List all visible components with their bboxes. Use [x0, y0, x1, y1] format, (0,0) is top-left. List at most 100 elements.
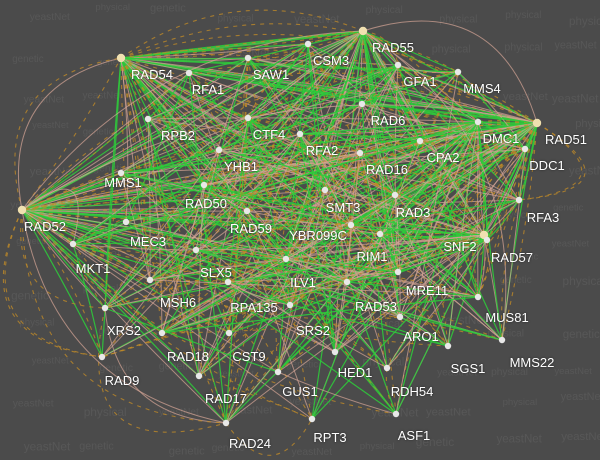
- edge-yeastnet: [346, 281, 479, 298]
- node-hed1[interactable]: [331, 348, 339, 356]
- edge-physical: [72, 221, 127, 245]
- node-rad3[interactable]: [391, 191, 399, 199]
- node-gfa1[interactable]: [394, 61, 402, 69]
- edge-yeastnet: [227, 239, 488, 283]
- edge-genetic: [346, 103, 363, 283]
- node-smt3[interactable]: [321, 186, 329, 194]
- edge-yeastnet: [203, 184, 401, 318]
- node-gus1[interactable]: [274, 368, 282, 376]
- edge-yeastnet: [397, 64, 479, 298]
- node-ddc1[interactable]: [521, 145, 529, 153]
- svg-text:physical: physical: [214, 97, 249, 108]
- node-mms22[interactable]: [498, 336, 506, 344]
- edge-genetic: [362, 30, 520, 201]
- edge-genetic: [104, 279, 151, 309]
- edge-physical: [104, 234, 485, 309]
- node-msh6[interactable]: [146, 276, 154, 284]
- node-dmc1[interactable]: [474, 118, 482, 126]
- node-rad53[interactable]: [343, 278, 351, 286]
- svg-text:physical: physical: [19, 317, 54, 328]
- node-ybr099c[interactable]: [347, 221, 355, 229]
- edge-genetic: [198, 375, 313, 420]
- node-rfa3[interactable]: [515, 196, 523, 204]
- edge-genetic: [397, 64, 479, 123]
- edge-genetic: [247, 30, 364, 59]
- edge-genetic: [149, 194, 396, 281]
- node-layer[interactable]: [17, 26, 542, 427]
- edge-yeastnet: [350, 194, 396, 226]
- edge-genetic: [120, 57, 399, 273]
- node-rad18[interactable]: [158, 329, 166, 337]
- edge-yeastnet: [228, 239, 488, 334]
- edge-yeastnet: [227, 281, 291, 306]
- edge-physical: [195, 234, 485, 251]
- node-sgs1[interactable]: [444, 342, 452, 350]
- node-rim1[interactable]: [376, 230, 384, 238]
- edge-genetic: [21, 121, 479, 211]
- node-ilv1[interactable]: [282, 255, 290, 263]
- node-xrs2[interactable]: [101, 304, 109, 312]
- node-rad52[interactable]: [17, 205, 27, 215]
- node-yhb1[interactable]: [215, 146, 223, 154]
- node-cpa2[interactable]: [416, 137, 424, 145]
- edge-genetic: [394, 194, 485, 236]
- edge-yeastnet: [101, 57, 122, 358]
- node-rdh54[interactable]: [383, 364, 391, 372]
- edge-genetic: [203, 184, 248, 212]
- edge-genetic: [161, 189, 326, 334]
- edge-physical: [362, 20, 538, 124]
- node-rpa135[interactable]: [224, 278, 232, 286]
- edge-genetic: [227, 281, 313, 420]
- edge-yeastnet: [397, 199, 520, 273]
- node-rad55[interactable]: [358, 26, 368, 36]
- node-ctf4[interactable]: [244, 114, 252, 122]
- node-rad16[interactable]: [356, 149, 364, 157]
- edge-genetic: [518, 122, 586, 201]
- node-rad59[interactable]: [243, 207, 251, 215]
- node-rpt3[interactable]: [308, 415, 316, 423]
- node-mus81[interactable]: [474, 293, 482, 301]
- node-asf1[interactable]: [392, 410, 400, 418]
- edge-yeastnet: [399, 316, 449, 347]
- node-slx5[interactable]: [192, 246, 200, 254]
- edge-genetic: [120, 172, 388, 369]
- node-rad17[interactable]: [195, 372, 203, 380]
- edge-yeastnet: [518, 122, 538, 201]
- node-mec3[interactable]: [122, 218, 130, 226]
- node-rpb2[interactable]: [144, 115, 152, 123]
- node-rad51[interactable]: [532, 118, 542, 128]
- node-cst9[interactable]: [225, 329, 233, 337]
- svg-text:genetic: genetic: [217, 325, 247, 335]
- node-rad50[interactable]: [200, 181, 208, 189]
- edge-genetic: [477, 119, 538, 124]
- edge-genetic: [246, 148, 526, 212]
- node-rfa2[interactable]: [296, 130, 304, 138]
- node-rad54[interactable]: [116, 53, 126, 63]
- node-rad6[interactable]: [358, 100, 366, 108]
- node-rad9[interactable]: [98, 353, 106, 361]
- edge-yeastnet: [72, 234, 485, 245]
- edge-genetic: [289, 133, 301, 306]
- edge-genetic: [120, 57, 388, 369]
- node-rfa1[interactable]: [185, 69, 193, 77]
- edge-genetic: [203, 184, 230, 334]
- node-saw1[interactable]: [244, 54, 252, 62]
- node-srs2[interactable]: [286, 301, 294, 309]
- edge-genetic: [21, 209, 352, 226]
- svg-text:physical: physical: [218, 14, 254, 25]
- svg-text:yeastNet: yeastNet: [426, 406, 471, 418]
- node-csm3[interactable]: [304, 40, 312, 48]
- node-aro1[interactable]: [396, 313, 404, 321]
- node-mms4[interactable]: [454, 68, 462, 76]
- edge-genetic: [161, 316, 401, 334]
- node-mkt1[interactable]: [69, 240, 77, 248]
- edge-physical: [501, 148, 526, 341]
- node-mms1[interactable]: [117, 169, 125, 177]
- node-rad57[interactable]: [483, 236, 491, 244]
- node-mre11[interactable]: [394, 268, 402, 276]
- edge-genetic: [399, 239, 488, 318]
- edge-physical: [147, 118, 163, 334]
- edge-yeastnet: [299, 133, 352, 226]
- node-rad24[interactable]: [222, 419, 230, 427]
